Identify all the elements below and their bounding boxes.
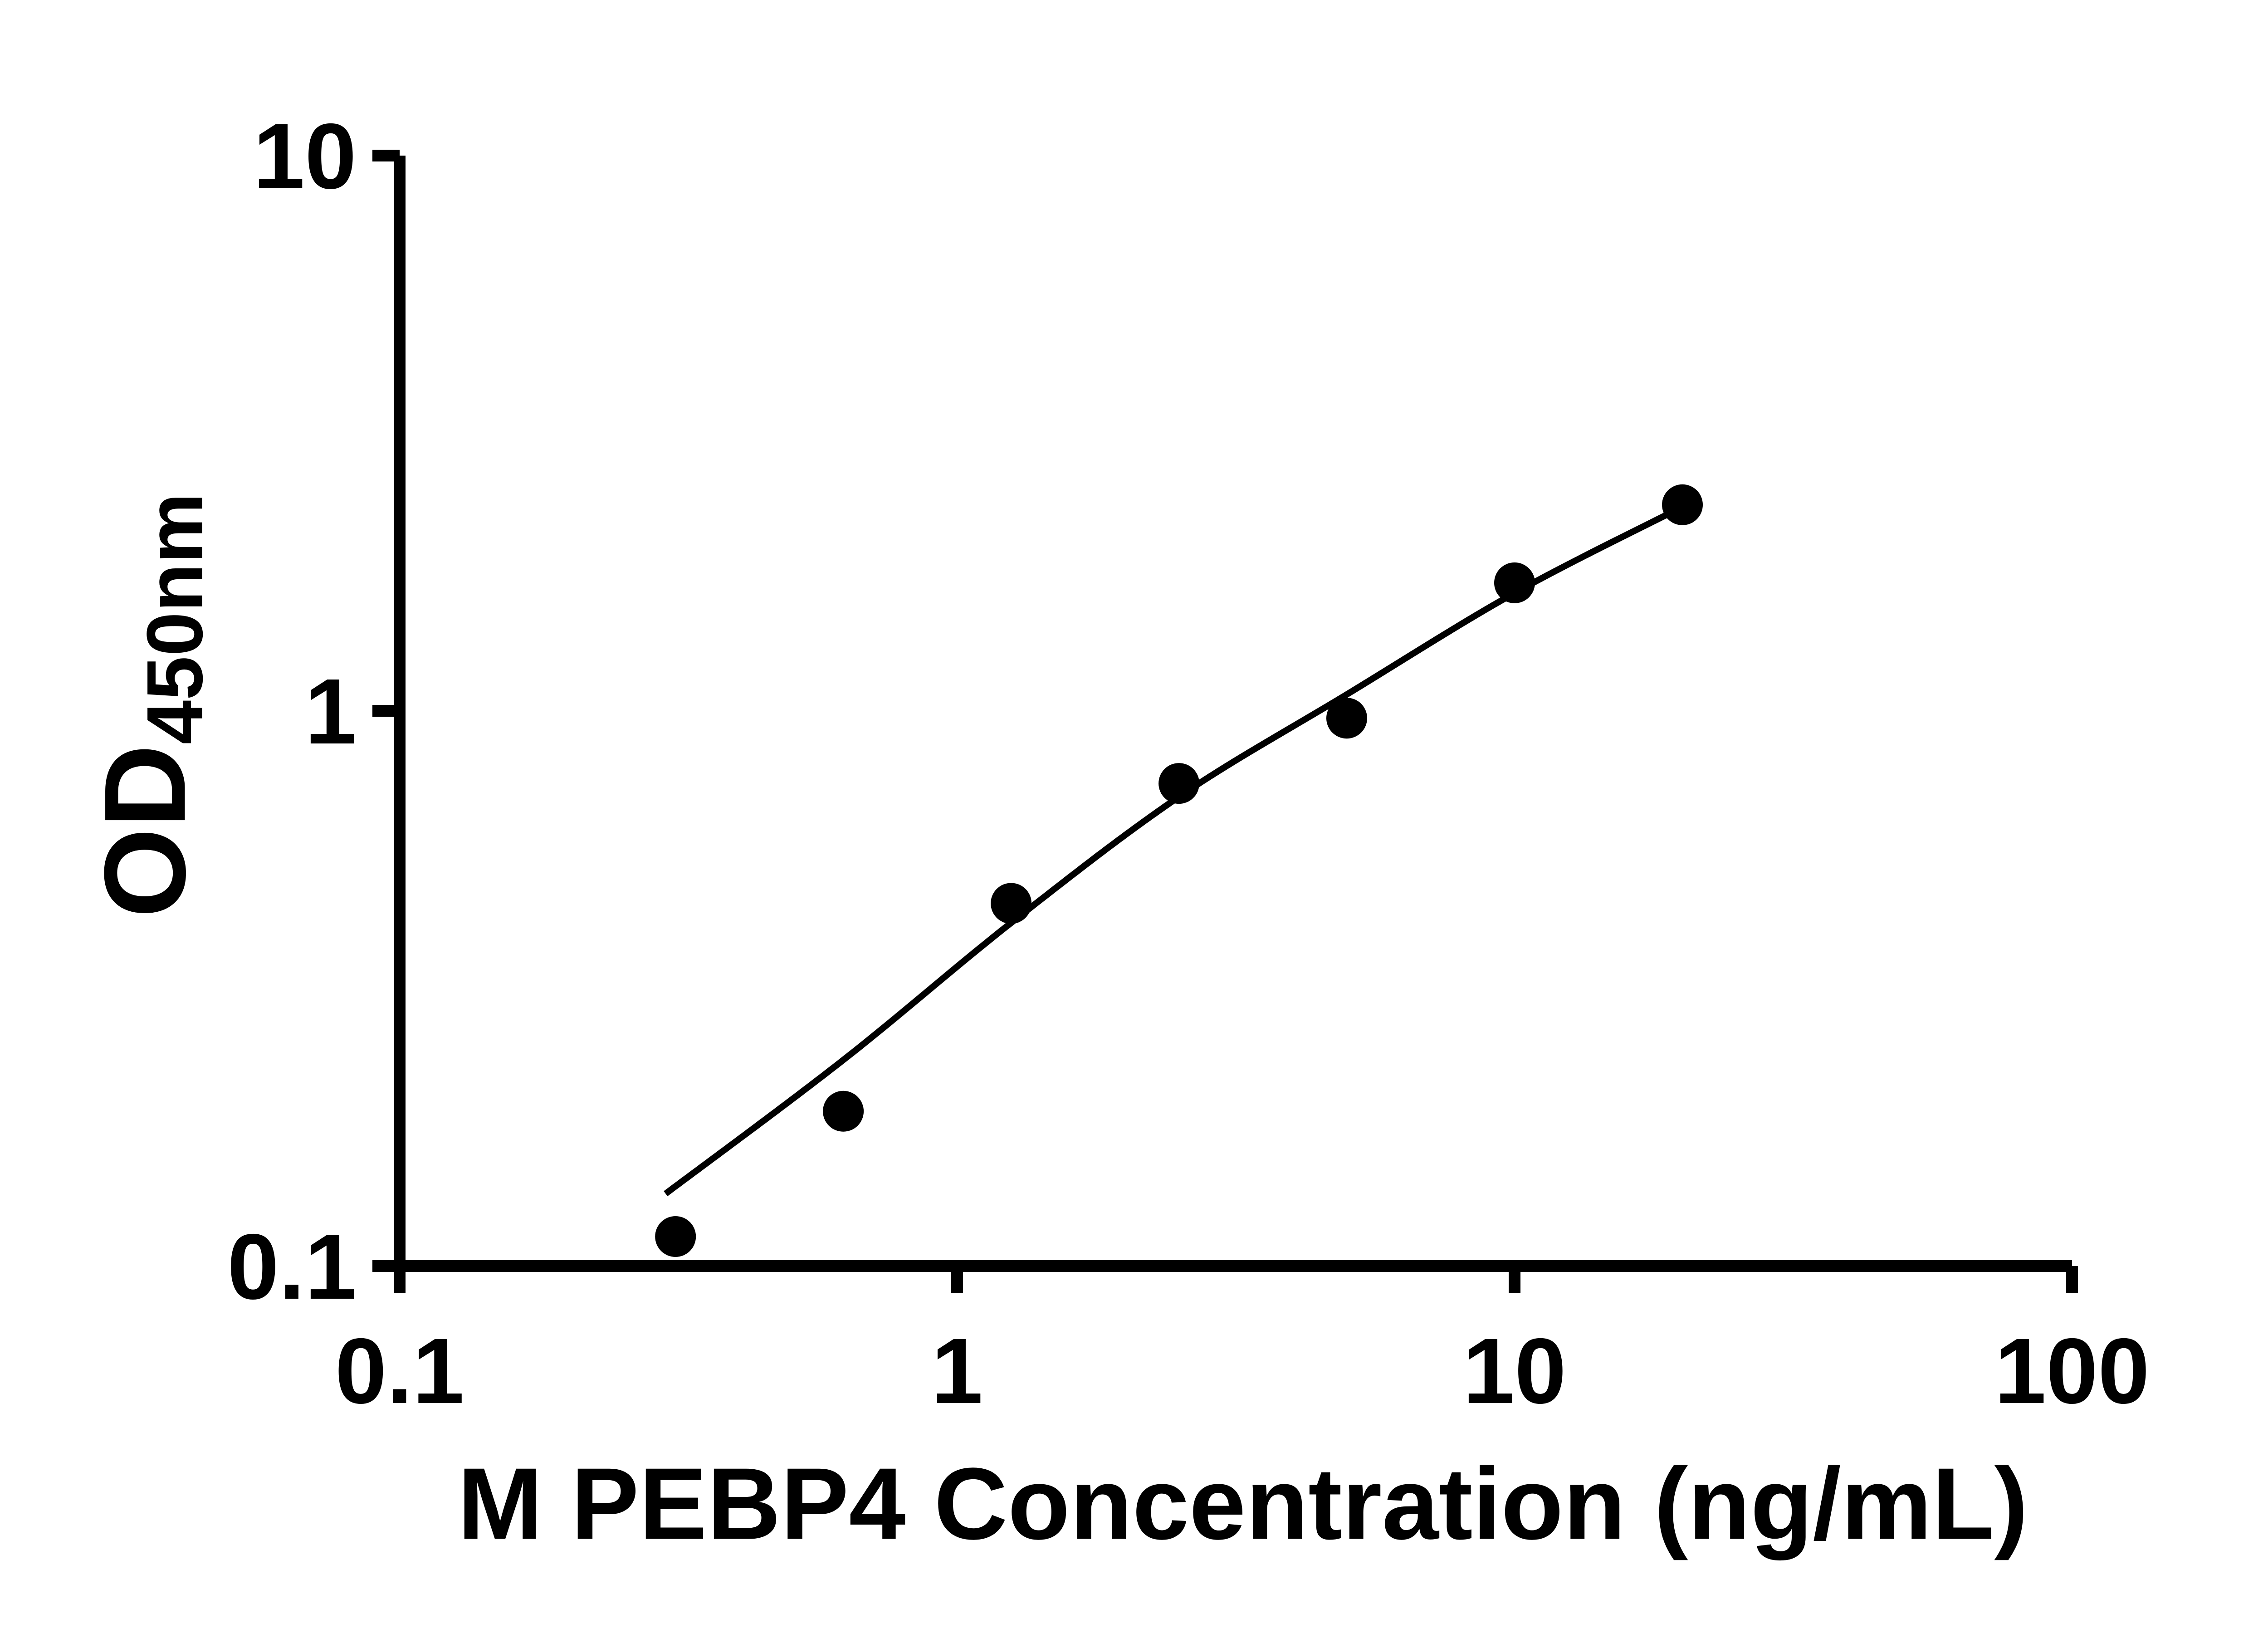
data-point <box>655 1216 696 1257</box>
y-axis-tick-label: 0.1 <box>227 1215 357 1319</box>
data-point <box>1494 562 1535 603</box>
y-axis-tick-label: 1 <box>305 660 357 763</box>
data-point <box>823 1090 864 1132</box>
fit-curve-line <box>664 504 1684 1197</box>
data-point <box>1662 484 1703 525</box>
data-point <box>1326 698 1367 739</box>
x-axis-tick-label: 10 <box>1463 1319 1566 1423</box>
y-axis-title-subscript: 450nm <box>131 493 220 744</box>
x-axis-tick-label: 0.1 <box>335 1319 464 1423</box>
y-axis-title: OD450nm <box>79 493 221 918</box>
y-axis-title-main: OD <box>80 744 210 918</box>
x-axis-title: M PEBP4 Concentration (ng/mL) <box>457 1446 2028 1561</box>
data-point <box>991 883 1032 924</box>
x-axis-tick-label: 100 <box>1994 1319 2150 1423</box>
data-point <box>1158 763 1200 804</box>
y-axis-tick-label: 10 <box>253 104 357 208</box>
axes-lines <box>394 156 2072 1272</box>
x-axis-tick-label: 1 <box>931 1319 983 1423</box>
